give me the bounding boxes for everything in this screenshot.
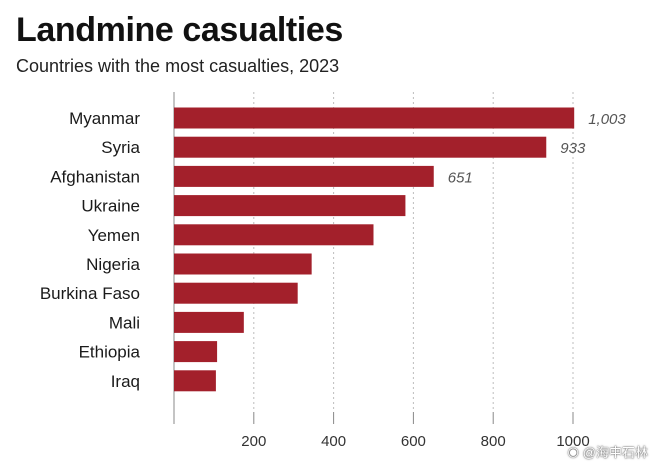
category-label-afghanistan: Afghanistan [50,167,140,186]
category-label-iraq: Iraq [111,372,140,391]
category-label-syria: Syria [101,138,140,157]
data-label-syria: 933 [560,140,586,157]
bar-nigeria [174,253,312,275]
x-tick-label-200: 200 [241,433,266,450]
bar-afghanistan [174,165,434,187]
category-label-ethiopia: Ethiopia [79,343,141,362]
category-label-mali: Mali [109,313,140,332]
bar-syria [174,136,547,158]
bar-iraq [174,370,216,392]
category-label-myanmar: Myanmar [69,109,140,128]
chart-title: Landmine casualties [16,11,343,49]
x-tick-label-400: 400 [321,433,346,450]
category-label-ukraine: Ukraine [81,197,140,216]
category-label-yemen: Yemen [88,226,140,245]
bar-myanmar [174,107,575,129]
weibo-icon: ◉ [567,443,579,459]
bar-mali [174,311,244,333]
x-tick-label-1000: 1000 [556,433,589,450]
x-tick-label-800: 800 [481,433,506,450]
chart-subtitle: Countries with the most casualties, 2023 [16,56,340,76]
bar-ukraine [174,195,406,217]
category-label-nigeria: Nigeria [86,255,140,274]
bar-burkina-faso [174,282,298,304]
bar-ethiopia [174,341,218,363]
category-label-burkina-faso: Burkina Faso [40,284,140,303]
watermark: ◉ @海中石林 [567,442,648,461]
bar-yemen [174,224,374,246]
data-label-afghanistan: 651 [448,169,473,186]
data-label-myanmar: 1,003 [588,111,626,128]
x-tick-label-600: 600 [401,433,426,450]
watermark-text: @海中石林 [582,445,648,460]
